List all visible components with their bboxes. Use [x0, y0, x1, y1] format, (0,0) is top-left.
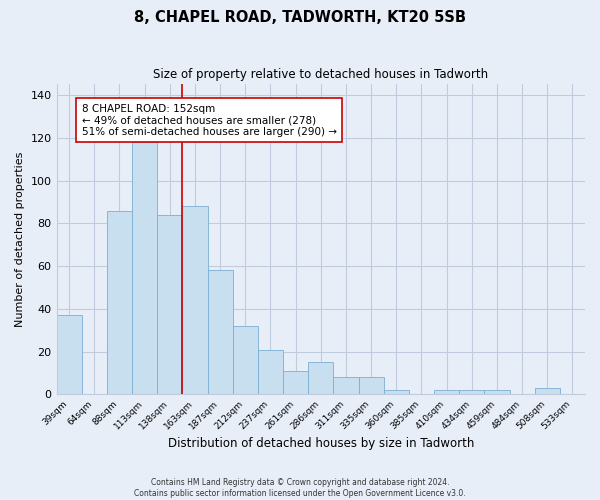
Bar: [535, 388, 560, 394]
Bar: [383, 390, 409, 394]
Bar: [434, 390, 459, 394]
Bar: [107, 210, 132, 394]
Bar: [484, 390, 509, 394]
Bar: [308, 362, 334, 394]
Title: Size of property relative to detached houses in Tadworth: Size of property relative to detached ho…: [153, 68, 488, 80]
Text: 8, CHAPEL ROAD, TADWORTH, KT20 5SB: 8, CHAPEL ROAD, TADWORTH, KT20 5SB: [134, 10, 466, 25]
Text: 8 CHAPEL ROAD: 152sqm
← 49% of detached houses are smaller (278)
51% of semi-det: 8 CHAPEL ROAD: 152sqm ← 49% of detached …: [82, 104, 337, 137]
Text: Contains HM Land Registry data © Crown copyright and database right 2024.
Contai: Contains HM Land Registry data © Crown c…: [134, 478, 466, 498]
Bar: [182, 206, 208, 394]
Bar: [56, 316, 82, 394]
Bar: [157, 215, 182, 394]
Bar: [359, 378, 383, 394]
Bar: [132, 142, 157, 395]
Bar: [459, 390, 484, 394]
Bar: [283, 371, 308, 394]
Y-axis label: Number of detached properties: Number of detached properties: [15, 152, 25, 327]
Bar: [208, 270, 233, 394]
Bar: [258, 350, 283, 395]
X-axis label: Distribution of detached houses by size in Tadworth: Distribution of detached houses by size …: [167, 437, 474, 450]
Bar: [233, 326, 258, 394]
Bar: [334, 378, 359, 394]
